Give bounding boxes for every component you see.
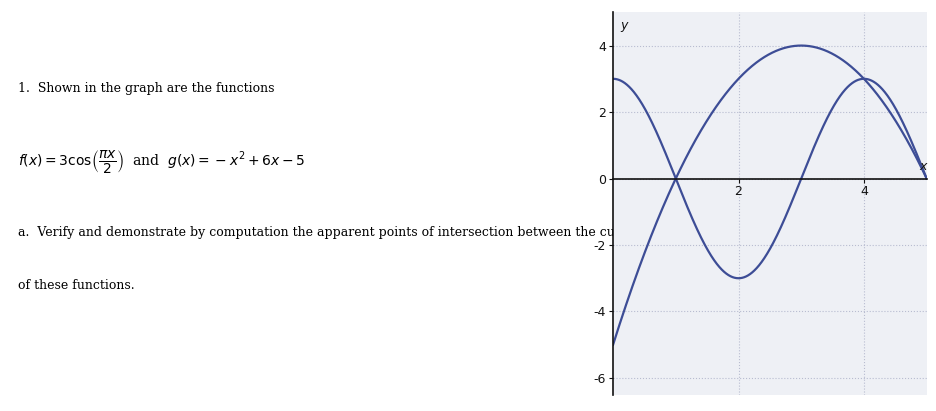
- Text: of these functions.: of these functions.: [19, 279, 135, 293]
- Text: a.  Verify and demonstrate by computation the apparent points of intersection be: a. Verify and demonstrate by computation…: [19, 226, 642, 239]
- Text: x: x: [920, 159, 928, 173]
- Text: $f(x) = 3\cos\!\left(\dfrac{\pi x}{2}\right)$  and  $g(x) = -x^2 + 6x - 5$: $f(x) = 3\cos\!\left(\dfrac{\pi x}{2}\ri…: [19, 148, 306, 175]
- Text: 1.  Shown in the graph are the functions: 1. Shown in the graph are the functions: [19, 82, 275, 95]
- Text: y: y: [621, 19, 628, 32]
